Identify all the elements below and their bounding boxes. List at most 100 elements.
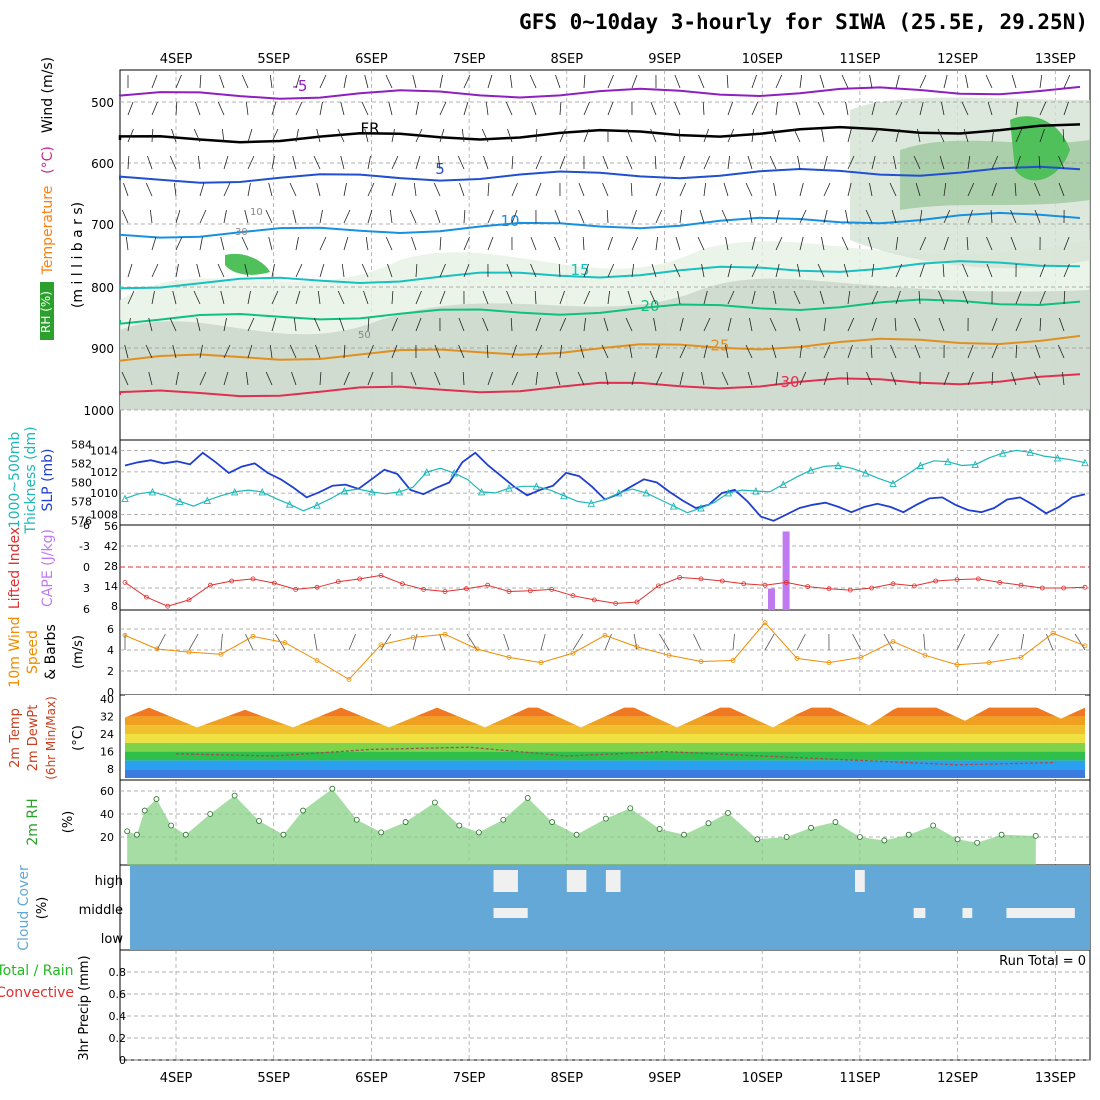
wind-barb: [703, 182, 707, 197]
rh-shade-high: [1010, 116, 1070, 181]
rh-marker: [353, 816, 360, 823]
wind-barb: [343, 344, 346, 359]
wind-barb: [535, 128, 538, 143]
wind-barb: [895, 101, 903, 116]
wind-barb: [745, 182, 753, 197]
wind-barb: [894, 317, 897, 332]
wind-barb: [411, 236, 417, 251]
date-label-bottom: 9SEP: [648, 1071, 681, 1086]
temp-tick: 16: [100, 746, 114, 759]
wind-barb: [555, 371, 561, 386]
precip-conv-label: Convective: [0, 985, 74, 1001]
wind10-barb: [764, 633, 775, 651]
wind-barb: [463, 263, 470, 278]
wind-barb: [601, 344, 609, 359]
wind-barb: [247, 128, 253, 143]
cloud-mid-block: [913, 908, 926, 918]
wind-barb: [967, 344, 974, 359]
wind-barb: [1035, 344, 1041, 359]
wind10-panel: 6 4 2 0: [107, 620, 1090, 699]
wind-barb: [845, 101, 849, 116]
rh-marker: [905, 831, 912, 838]
rh-contour-label: 10: [250, 207, 263, 218]
wind-barb: [415, 128, 423, 143]
wind-barb: [175, 263, 179, 278]
contour-label: FR: [360, 119, 379, 137]
wind-barb: [463, 236, 470, 251]
wind-barb: [655, 209, 663, 224]
wind-barb: [435, 209, 441, 224]
wind-barb: [535, 182, 542, 197]
wind-barb: [1011, 74, 1017, 89]
wind-barb: [175, 209, 181, 224]
cloud-level-label: low: [101, 932, 124, 947]
wind-barb: [365, 236, 369, 251]
wind-barb: [487, 236, 494, 251]
wind-label: Wind (m/s): [40, 57, 56, 133]
wind-barb: [697, 236, 705, 251]
wind-barb: [843, 263, 849, 278]
rh-marker: [524, 795, 531, 801]
wind10-marker: [1082, 643, 1088, 649]
wind-barb: [292, 209, 297, 224]
wind-barb: [367, 344, 374, 359]
wind-barb: [847, 182, 852, 197]
cloud-high-block: [605, 870, 621, 892]
wind10-tick: 6: [107, 623, 114, 636]
wind-barb: [535, 344, 543, 359]
wind-barb: [1015, 101, 1019, 116]
wind-barb: [799, 182, 804, 197]
wind-barb: [559, 290, 565, 305]
li-marker: [143, 594, 149, 600]
wind-barb: [847, 290, 851, 305]
date-label-top: 13SEP: [1035, 52, 1076, 67]
temp2m-unit-label: (°C): [71, 725, 86, 751]
wind-barb: [175, 74, 182, 89]
wind-barb: [1063, 236, 1070, 251]
wind-barb: [967, 182, 975, 197]
rh-marker: [705, 820, 712, 827]
wind-barb: [391, 155, 399, 170]
wind-barb: [217, 101, 225, 116]
lifted-index-label: Lifted Index: [7, 527, 23, 609]
wind-barb: [701, 371, 705, 386]
wind-barb: [458, 344, 465, 359]
cloud-panel: high middle low: [79, 865, 1090, 950]
wind-barb: [918, 290, 921, 305]
wind-barb: [895, 236, 899, 251]
cloud-level-label: high: [95, 874, 123, 889]
wind-barb: [295, 290, 301, 305]
thickness-tick: 584: [71, 439, 92, 452]
temp-contour-4: [119, 260, 1081, 290]
wind-barb: [1062, 128, 1065, 143]
wind-barb: [343, 371, 350, 386]
precip-tick: 0: [119, 1054, 126, 1067]
wind-barb: [193, 290, 201, 305]
wind-barb: [751, 236, 756, 251]
wind-barb: [341, 263, 345, 278]
wind-barb: [559, 317, 567, 332]
wind10-line: [124, 621, 1086, 681]
wind-barb: [124, 344, 129, 359]
wind10-barb: [380, 633, 392, 651]
wind-barb: [679, 344, 687, 359]
rh2m-panel: 60 40 20: [100, 785, 1090, 865]
wind-barb: [799, 236, 804, 251]
wind-barb: [799, 371, 807, 386]
wind-barb: [1015, 128, 1023, 143]
date-label-bottom: 11SEP: [839, 1071, 880, 1086]
rh-marker: [141, 807, 148, 814]
wind10-tick: 4: [107, 644, 114, 657]
wind10-barb: [693, 633, 702, 651]
wind-barb: [823, 182, 831, 197]
contour-label: 25: [710, 336, 729, 354]
wind-barb: [555, 74, 561, 89]
wind-barb: [967, 371, 974, 386]
rh-marker: [500, 816, 507, 823]
millibars-label: (m i l l i b a r s): [70, 202, 86, 308]
wind-barb: [626, 155, 633, 170]
wind-barb: [1039, 101, 1047, 116]
wind-barb: [241, 236, 249, 251]
wind-barb: [339, 317, 345, 332]
wind-barb: [319, 209, 323, 224]
